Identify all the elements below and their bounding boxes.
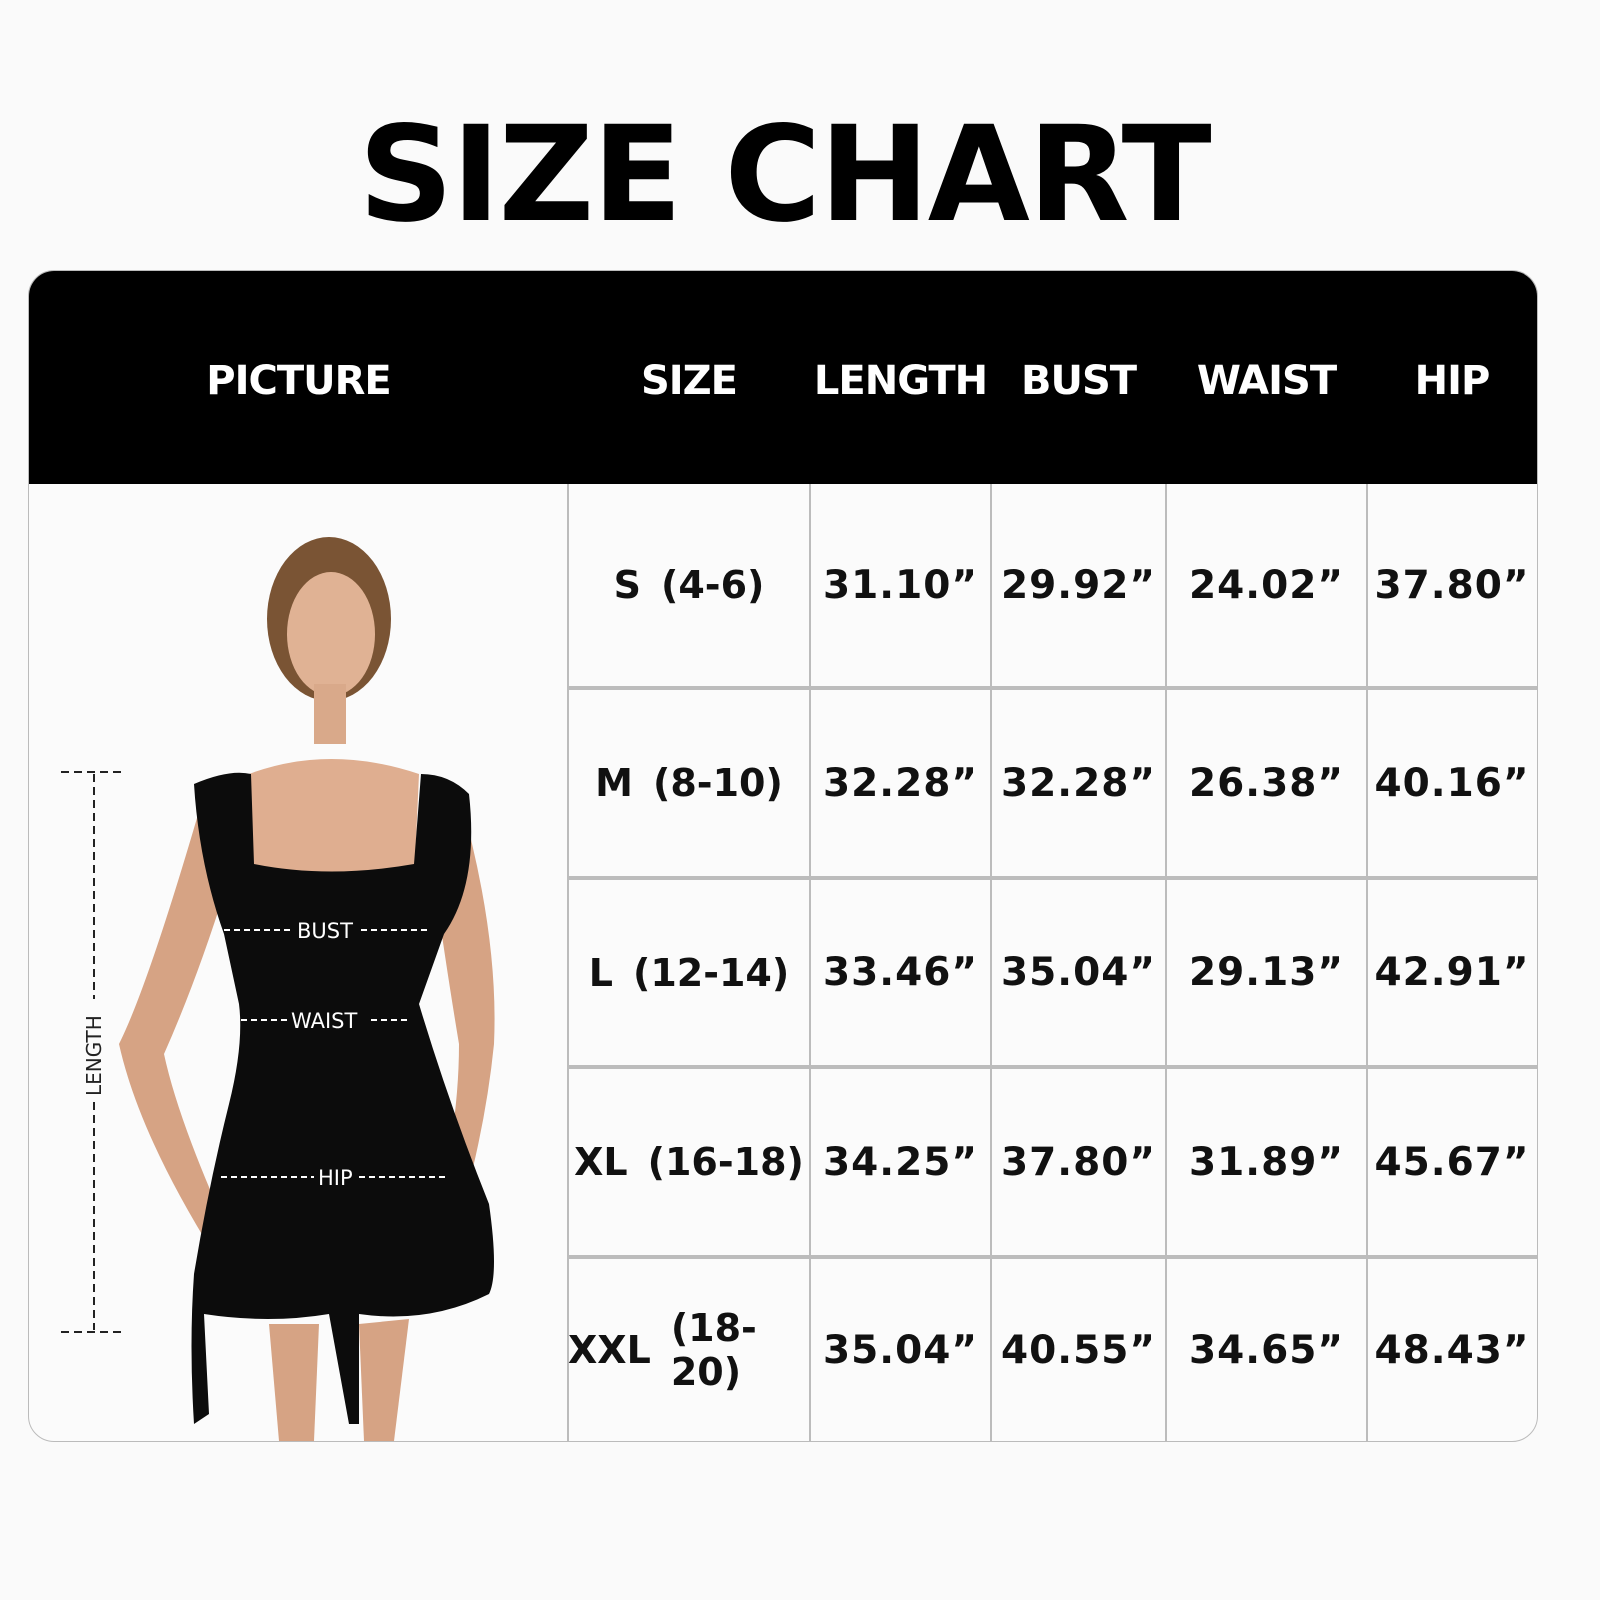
size-range: (16-18) xyxy=(647,1140,804,1184)
cell-size: S (4-6) xyxy=(568,484,810,686)
size-range: (4-6) xyxy=(660,563,765,607)
cell-bust: 37.80” xyxy=(1001,1139,1156,1185)
divider xyxy=(567,484,569,1441)
divider xyxy=(1165,484,1167,1441)
cell-waist: 24.02” xyxy=(1189,562,1344,608)
divider xyxy=(568,1065,1537,1069)
cell-length: 35.04” xyxy=(823,1327,978,1373)
cell-hip: 40.16” xyxy=(1374,760,1530,806)
cell-size: XXL (18-20) xyxy=(568,1259,810,1441)
cell-bust: 40.55” xyxy=(1001,1327,1156,1373)
header-bust: BUST xyxy=(1020,358,1137,404)
divider xyxy=(1366,484,1368,1441)
cell-size: XL (16-18) xyxy=(568,1069,810,1255)
cell-waist: 34.65” xyxy=(1189,1327,1344,1373)
cell-hip: 48.43” xyxy=(1374,1327,1530,1373)
divider xyxy=(568,686,1537,690)
divider xyxy=(568,1255,1537,1259)
header-hip: HIP xyxy=(1414,358,1491,404)
cell-hip: 37.80” xyxy=(1374,562,1530,608)
model-picture: LENGTH BUST WAIST HIP xyxy=(61,537,495,1441)
cell-size: M (8-10) xyxy=(568,690,810,876)
hip-label: HIP xyxy=(318,1166,353,1190)
cell-waist: 29.13” xyxy=(1189,950,1344,995)
bust-label: BUST xyxy=(297,919,353,943)
size-table: PICTURE SIZE LENGTH BUST WAIST HIP LENGT… xyxy=(28,270,1538,1442)
size-label: XXL xyxy=(568,1328,651,1372)
header-size: SIZE xyxy=(640,358,738,404)
cell-bust: 29.92” xyxy=(1001,562,1156,608)
size-label: S xyxy=(613,563,641,607)
divider xyxy=(568,876,1537,880)
size-label: L xyxy=(588,950,613,995)
size-range: (18-20) xyxy=(670,1306,757,1394)
size-label: M xyxy=(595,761,633,805)
cell-size: L (12-14) xyxy=(568,880,810,1065)
cell-length: 31.10” xyxy=(823,562,978,608)
divider xyxy=(990,484,992,1441)
header-picture: PICTURE xyxy=(206,358,391,404)
size-label: XL xyxy=(574,1140,628,1184)
cell-waist: 31.89” xyxy=(1189,1139,1344,1185)
page-title: SIZE CHART xyxy=(358,98,1211,252)
cell-length: 33.46” xyxy=(823,950,978,995)
cell-bust: 35.04” xyxy=(1001,950,1156,995)
cell-waist: 26.38” xyxy=(1189,760,1344,806)
cell-bust: 32.28” xyxy=(1001,760,1156,806)
cell-length: 34.25” xyxy=(823,1139,978,1185)
waist-label: WAIST xyxy=(291,1009,358,1033)
size-range: (12-14) xyxy=(632,950,790,995)
header-length: LENGTH xyxy=(813,358,988,404)
header-waist: WAIST xyxy=(1196,358,1337,404)
length-label: LENGTH xyxy=(82,1015,106,1096)
table-header: PICTURE SIZE LENGTH BUST WAIST HIP xyxy=(29,271,1537,484)
divider xyxy=(809,484,811,1441)
size-range: (8-10) xyxy=(653,761,783,805)
cell-hip: 45.67” xyxy=(1374,1139,1530,1185)
cell-length: 32.28” xyxy=(823,760,978,806)
cell-hip: 42.91” xyxy=(1374,950,1530,995)
